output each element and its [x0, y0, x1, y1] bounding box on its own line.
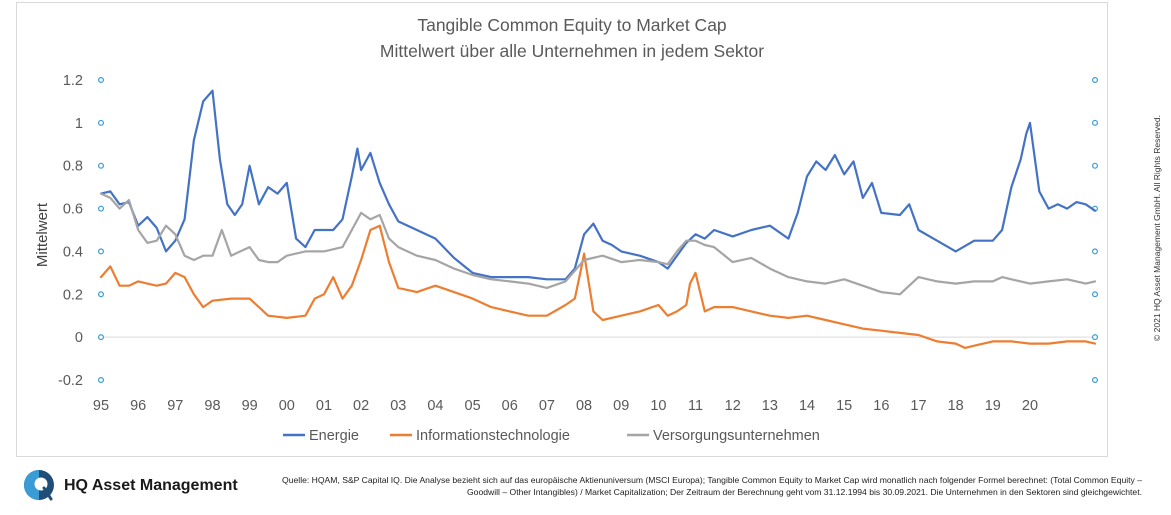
- y-tick-label: 0.8: [63, 159, 83, 175]
- chart-title: Tangible Common Equity to Market Cap: [417, 15, 726, 35]
- chart-subtitle: Mittelwert über alle Unternehmen in jede…: [380, 41, 764, 61]
- x-tick-label: 05: [465, 398, 481, 414]
- y-tick-label: -0.2: [58, 373, 83, 389]
- axis-marker-left: [97, 205, 104, 212]
- y-tick-label: 0: [75, 330, 83, 346]
- x-tick-label: 08: [576, 398, 592, 414]
- x-tick-label: 00: [279, 398, 295, 414]
- x-axis-ticks: 95 96 97 98 99 00 01 02 03 04 05 06 07 08 09 10 11 12 13 14…: [93, 398, 1038, 414]
- series-line-informationstechnologie: [99, 224, 1097, 349]
- chart-area: Tangible Common Equity to Market Cap Mit…: [16, 2, 1108, 457]
- company-logo-icon: [24, 470, 54, 501]
- x-tick-label: 11: [688, 398, 703, 414]
- x-tick-label: 12: [725, 398, 741, 414]
- copyright-note: © 2021 HQ Asset Management GmbH. All Rig…: [1146, 0, 1168, 455]
- x-tick-label: 14: [799, 398, 815, 414]
- x-tick-label: 02: [353, 398, 369, 414]
- axis-marker-left: [97, 119, 104, 126]
- y-tick-label: 1: [75, 116, 83, 132]
- x-tick-label: 01: [316, 398, 332, 414]
- y-axis-label: Mittelwert: [34, 202, 51, 267]
- axis-markers: [97, 76, 1098, 384]
- x-tick-label: 16: [873, 398, 889, 414]
- x-tick-label: 98: [204, 398, 220, 414]
- y-tick-label: 0.4: [63, 244, 83, 260]
- x-tick-label: 10: [650, 398, 666, 414]
- copyright-text: © 2021 HQ Asset Management GmbH. All Rig…: [1152, 114, 1162, 341]
- company-name: HQ Asset Management: [64, 477, 238, 494]
- x-tick-label: 09: [613, 398, 629, 414]
- y-axis-ticks: -0.2 0 0.2 0.4 0.6 0.8 1 1.2: [58, 73, 83, 389]
- x-tick-label: 03: [390, 398, 406, 414]
- x-tick-label: 15: [836, 398, 852, 414]
- axis-marker-left: [97, 248, 104, 255]
- x-tick-label: 97: [167, 398, 183, 414]
- axis-marker-right: [1091, 334, 1098, 341]
- company-logo: HQ Asset Management: [22, 466, 262, 506]
- y-tick-label: 0.2: [63, 287, 83, 303]
- series-lines: [99, 89, 1097, 349]
- axis-marker-left: [97, 291, 104, 298]
- y-tick-label: 0.6: [63, 202, 83, 218]
- x-tick-label: 19: [985, 398, 1001, 414]
- line-chart: Tangible Common Equity to Market Cap Mit…: [34, 15, 1098, 444]
- axis-marker-right: [1091, 377, 1098, 384]
- axis-marker-left: [97, 334, 104, 341]
- axis-marker-left: [97, 162, 104, 169]
- axis-marker-right: [1091, 119, 1098, 126]
- x-tick-label: 04: [427, 398, 443, 414]
- series-line-energie: [99, 89, 1097, 281]
- x-tick-label: 06: [502, 398, 518, 414]
- axis-marker-right: [1091, 162, 1098, 169]
- axis-marker-right: [1091, 248, 1098, 255]
- x-tick-label: 20: [1022, 398, 1038, 414]
- x-tick-label: 07: [539, 398, 555, 414]
- axis-marker-right: [1091, 76, 1098, 83]
- series-line-versorgungsunternehmen: [99, 192, 1097, 296]
- axis-marker-left: [97, 76, 104, 83]
- legend: Energie Informationstechnologie Versorgung…: [283, 428, 820, 444]
- legend-label: Energie: [309, 428, 359, 444]
- source-note: Quelle: HQAM, S&P Capital IQ. Die Analys…: [282, 475, 1142, 497]
- axis-marker-left: [97, 377, 104, 384]
- x-tick-label: 13: [762, 398, 778, 414]
- x-tick-label: 95: [93, 398, 109, 414]
- legend-label: Informationstechnologie: [416, 428, 570, 444]
- axis-marker-right: [1091, 291, 1098, 298]
- x-tick-label: 18: [948, 398, 964, 414]
- x-tick-label: 96: [130, 398, 146, 414]
- legend-label: Versorgungsunternehmen: [653, 428, 820, 444]
- y-tick-label: 1.2: [63, 73, 83, 89]
- x-tick-label: 99: [242, 398, 258, 414]
- x-tick-label: 17: [910, 398, 926, 414]
